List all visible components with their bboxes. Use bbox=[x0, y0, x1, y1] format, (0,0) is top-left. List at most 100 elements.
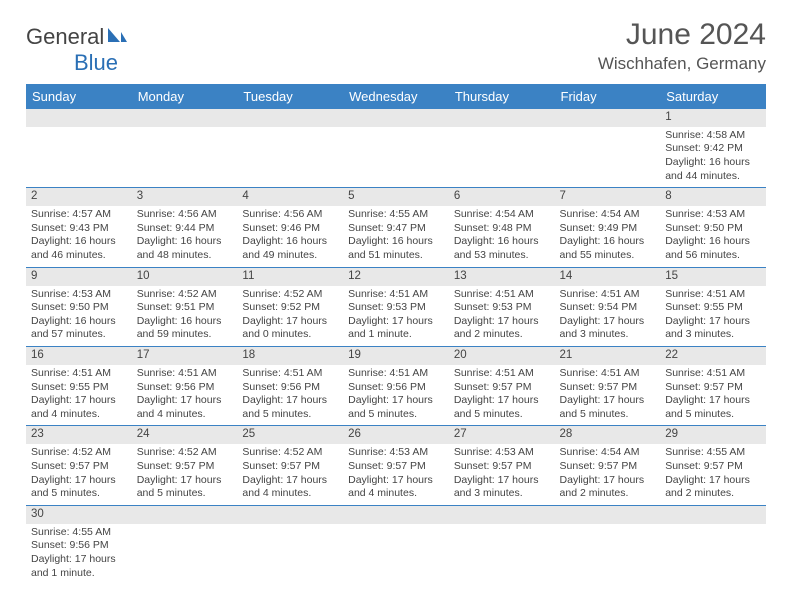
calendar-day-cell: 1Sunrise: 4:58 AMSunset: 9:42 PMDaylight… bbox=[660, 109, 766, 188]
sunrise-text: Sunrise: 4:53 AM bbox=[31, 288, 127, 302]
day-details: Sunrise: 4:51 AMSunset: 9:54 PMDaylight:… bbox=[555, 286, 661, 347]
sunset-text: Sunset: 9:55 PM bbox=[31, 381, 127, 395]
day-number: 10 bbox=[132, 268, 238, 286]
sunset-text: Sunset: 9:57 PM bbox=[348, 460, 444, 474]
sunset-text: Sunset: 9:47 PM bbox=[348, 222, 444, 236]
day-number: 15 bbox=[660, 268, 766, 286]
daylight-text: Daylight: 17 hours and 2 minutes. bbox=[454, 315, 550, 342]
sunrise-text: Sunrise: 4:51 AM bbox=[560, 288, 656, 302]
day-number bbox=[660, 506, 766, 524]
calendar-day-cell bbox=[343, 505, 449, 584]
daylight-text: Daylight: 17 hours and 5 minutes. bbox=[348, 394, 444, 421]
calendar-day-cell: 15Sunrise: 4:51 AMSunset: 9:55 PMDayligh… bbox=[660, 267, 766, 346]
logo-text-general: General bbox=[26, 24, 104, 49]
day-number: 29 bbox=[660, 426, 766, 444]
calendar-day-cell: 13Sunrise: 4:51 AMSunset: 9:53 PMDayligh… bbox=[449, 267, 555, 346]
calendar-day-cell bbox=[449, 505, 555, 584]
calendar-day-cell: 6Sunrise: 4:54 AMSunset: 9:48 PMDaylight… bbox=[449, 188, 555, 267]
weekday-header: Monday bbox=[132, 84, 238, 109]
day-number bbox=[237, 506, 343, 524]
day-number: 27 bbox=[449, 426, 555, 444]
calendar-day-cell: 25Sunrise: 4:52 AMSunset: 9:57 PMDayligh… bbox=[237, 426, 343, 505]
sunrise-text: Sunrise: 4:53 AM bbox=[454, 446, 550, 460]
daylight-text: Daylight: 17 hours and 5 minutes. bbox=[454, 394, 550, 421]
calendar-day-cell: 30Sunrise: 4:55 AMSunset: 9:56 PMDayligh… bbox=[26, 505, 132, 584]
calendar-day-cell: 18Sunrise: 4:51 AMSunset: 9:56 PMDayligh… bbox=[237, 347, 343, 426]
daylight-text: Daylight: 17 hours and 5 minutes. bbox=[560, 394, 656, 421]
day-details: Sunrise: 4:55 AMSunset: 9:57 PMDaylight:… bbox=[660, 444, 766, 505]
calendar-day-cell: 4Sunrise: 4:56 AMSunset: 9:46 PMDaylight… bbox=[237, 188, 343, 267]
sunset-text: Sunset: 9:55 PM bbox=[665, 301, 761, 315]
day-details: Sunrise: 4:54 AMSunset: 9:57 PMDaylight:… bbox=[555, 444, 661, 505]
sunset-text: Sunset: 9:57 PM bbox=[560, 460, 656, 474]
day-number: 26 bbox=[343, 426, 449, 444]
logo: General Blue bbox=[26, 24, 128, 76]
day-number: 9 bbox=[26, 268, 132, 286]
day-number: 7 bbox=[555, 188, 661, 206]
sunset-text: Sunset: 9:57 PM bbox=[454, 460, 550, 474]
daylight-text: Daylight: 16 hours and 53 minutes. bbox=[454, 235, 550, 262]
calendar-day-cell: 29Sunrise: 4:55 AMSunset: 9:57 PMDayligh… bbox=[660, 426, 766, 505]
daylight-text: Daylight: 16 hours and 55 minutes. bbox=[560, 235, 656, 262]
daylight-text: Daylight: 17 hours and 4 minutes. bbox=[31, 394, 127, 421]
sunset-text: Sunset: 9:53 PM bbox=[348, 301, 444, 315]
day-number: 30 bbox=[26, 506, 132, 524]
sunset-text: Sunset: 9:57 PM bbox=[31, 460, 127, 474]
day-number: 16 bbox=[26, 347, 132, 365]
daylight-text: Daylight: 17 hours and 3 minutes. bbox=[454, 474, 550, 501]
day-details: Sunrise: 4:51 AMSunset: 9:57 PMDaylight:… bbox=[555, 365, 661, 426]
calendar-day-cell: 7Sunrise: 4:54 AMSunset: 9:49 PMDaylight… bbox=[555, 188, 661, 267]
daylight-text: Daylight: 17 hours and 4 minutes. bbox=[137, 394, 233, 421]
sunrise-text: Sunrise: 4:54 AM bbox=[560, 208, 656, 222]
calendar-day-cell: 27Sunrise: 4:53 AMSunset: 9:57 PMDayligh… bbox=[449, 426, 555, 505]
calendar-day-cell: 21Sunrise: 4:51 AMSunset: 9:57 PMDayligh… bbox=[555, 347, 661, 426]
calendar-day-cell: 8Sunrise: 4:53 AMSunset: 9:50 PMDaylight… bbox=[660, 188, 766, 267]
daylight-text: Daylight: 16 hours and 51 minutes. bbox=[348, 235, 444, 262]
calendar-day-cell: 5Sunrise: 4:55 AMSunset: 9:47 PMDaylight… bbox=[343, 188, 449, 267]
daylight-text: Daylight: 17 hours and 4 minutes. bbox=[348, 474, 444, 501]
daylight-text: Daylight: 17 hours and 1 minute. bbox=[348, 315, 444, 342]
daylight-text: Daylight: 17 hours and 2 minutes. bbox=[665, 474, 761, 501]
daylight-text: Daylight: 17 hours and 3 minutes. bbox=[665, 315, 761, 342]
day-details: Sunrise: 4:54 AMSunset: 9:48 PMDaylight:… bbox=[449, 206, 555, 267]
day-details: Sunrise: 4:51 AMSunset: 9:57 PMDaylight:… bbox=[660, 365, 766, 426]
calendar-week-row: 16Sunrise: 4:51 AMSunset: 9:55 PMDayligh… bbox=[26, 347, 766, 426]
day-details: Sunrise: 4:52 AMSunset: 9:57 PMDaylight:… bbox=[132, 444, 238, 505]
day-details: Sunrise: 4:51 AMSunset: 9:53 PMDaylight:… bbox=[449, 286, 555, 347]
sunrise-text: Sunrise: 4:53 AM bbox=[665, 208, 761, 222]
sunrise-text: Sunrise: 4:51 AM bbox=[454, 288, 550, 302]
sunset-text: Sunset: 9:50 PM bbox=[665, 222, 761, 236]
logo-sail-icon bbox=[106, 24, 128, 50]
calendar-day-cell bbox=[449, 109, 555, 188]
calendar-day-cell: 24Sunrise: 4:52 AMSunset: 9:57 PMDayligh… bbox=[132, 426, 238, 505]
day-details: Sunrise: 4:52 AMSunset: 9:52 PMDaylight:… bbox=[237, 286, 343, 347]
day-number bbox=[132, 109, 238, 127]
title-block: June 2024 Wischhafen, Germany bbox=[598, 18, 766, 74]
sunrise-text: Sunrise: 4:56 AM bbox=[137, 208, 233, 222]
day-details: Sunrise: 4:51 AMSunset: 9:55 PMDaylight:… bbox=[660, 286, 766, 347]
daylight-text: Daylight: 17 hours and 5 minutes. bbox=[137, 474, 233, 501]
calendar-day-cell: 23Sunrise: 4:52 AMSunset: 9:57 PMDayligh… bbox=[26, 426, 132, 505]
day-number bbox=[449, 109, 555, 127]
sunrise-text: Sunrise: 4:51 AM bbox=[242, 367, 338, 381]
day-number: 18 bbox=[237, 347, 343, 365]
day-number: 17 bbox=[132, 347, 238, 365]
calendar-day-cell bbox=[343, 109, 449, 188]
calendar-day-cell: 9Sunrise: 4:53 AMSunset: 9:50 PMDaylight… bbox=[26, 267, 132, 346]
day-details: Sunrise: 4:53 AMSunset: 9:57 PMDaylight:… bbox=[449, 444, 555, 505]
calendar-table: Sunday Monday Tuesday Wednesday Thursday… bbox=[26, 84, 766, 584]
sunrise-text: Sunrise: 4:56 AM bbox=[242, 208, 338, 222]
logo-text-blue: Blue bbox=[74, 50, 118, 75]
day-number: 22 bbox=[660, 347, 766, 365]
sunrise-text: Sunrise: 4:54 AM bbox=[560, 446, 656, 460]
daylight-text: Daylight: 16 hours and 49 minutes. bbox=[242, 235, 338, 262]
sunrise-text: Sunrise: 4:55 AM bbox=[31, 526, 127, 540]
day-number bbox=[237, 109, 343, 127]
sunset-text: Sunset: 9:56 PM bbox=[137, 381, 233, 395]
day-details: Sunrise: 4:58 AMSunset: 9:42 PMDaylight:… bbox=[660, 127, 766, 188]
sunrise-text: Sunrise: 4:55 AM bbox=[665, 446, 761, 460]
day-details: Sunrise: 4:53 AMSunset: 9:50 PMDaylight:… bbox=[26, 286, 132, 347]
sunrise-text: Sunrise: 4:57 AM bbox=[31, 208, 127, 222]
sunset-text: Sunset: 9:57 PM bbox=[454, 381, 550, 395]
day-number bbox=[26, 109, 132, 127]
